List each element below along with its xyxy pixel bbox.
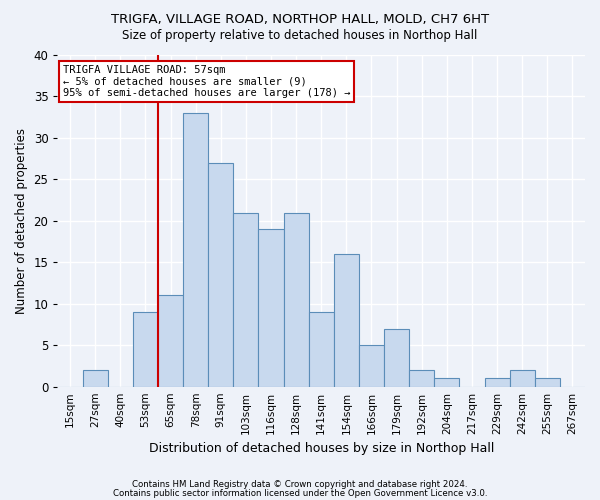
Text: Size of property relative to detached houses in Northop Hall: Size of property relative to detached ho… — [122, 29, 478, 42]
Text: Contains HM Land Registry data © Crown copyright and database right 2024.: Contains HM Land Registry data © Crown c… — [132, 480, 468, 489]
Bar — [233, 212, 259, 386]
Bar — [208, 163, 233, 386]
Bar — [334, 254, 359, 386]
Bar — [509, 370, 535, 386]
Bar — [409, 370, 434, 386]
Y-axis label: Number of detached properties: Number of detached properties — [15, 128, 28, 314]
X-axis label: Distribution of detached houses by size in Northop Hall: Distribution of detached houses by size … — [149, 442, 494, 455]
Bar — [384, 328, 409, 386]
Bar — [284, 212, 308, 386]
Bar — [485, 378, 509, 386]
Bar — [259, 229, 284, 386]
Bar — [359, 345, 384, 387]
Bar — [434, 378, 460, 386]
Bar — [308, 312, 334, 386]
Bar — [535, 378, 560, 386]
Bar — [158, 296, 183, 386]
Bar — [83, 370, 108, 386]
Bar — [133, 312, 158, 386]
Text: TRIGFA, VILLAGE ROAD, NORTHOP HALL, MOLD, CH7 6HT: TRIGFA, VILLAGE ROAD, NORTHOP HALL, MOLD… — [111, 12, 489, 26]
Text: Contains public sector information licensed under the Open Government Licence v3: Contains public sector information licen… — [113, 489, 487, 498]
Bar — [183, 113, 208, 386]
Text: TRIGFA VILLAGE ROAD: 57sqm
← 5% of detached houses are smaller (9)
95% of semi-d: TRIGFA VILLAGE ROAD: 57sqm ← 5% of detac… — [63, 65, 350, 98]
